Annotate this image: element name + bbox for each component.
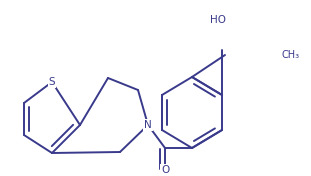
Text: O: O: [161, 165, 169, 175]
Text: CH₃: CH₃: [282, 50, 300, 60]
Text: N: N: [144, 120, 152, 130]
Text: HO: HO: [210, 15, 226, 25]
Text: S: S: [49, 77, 55, 87]
